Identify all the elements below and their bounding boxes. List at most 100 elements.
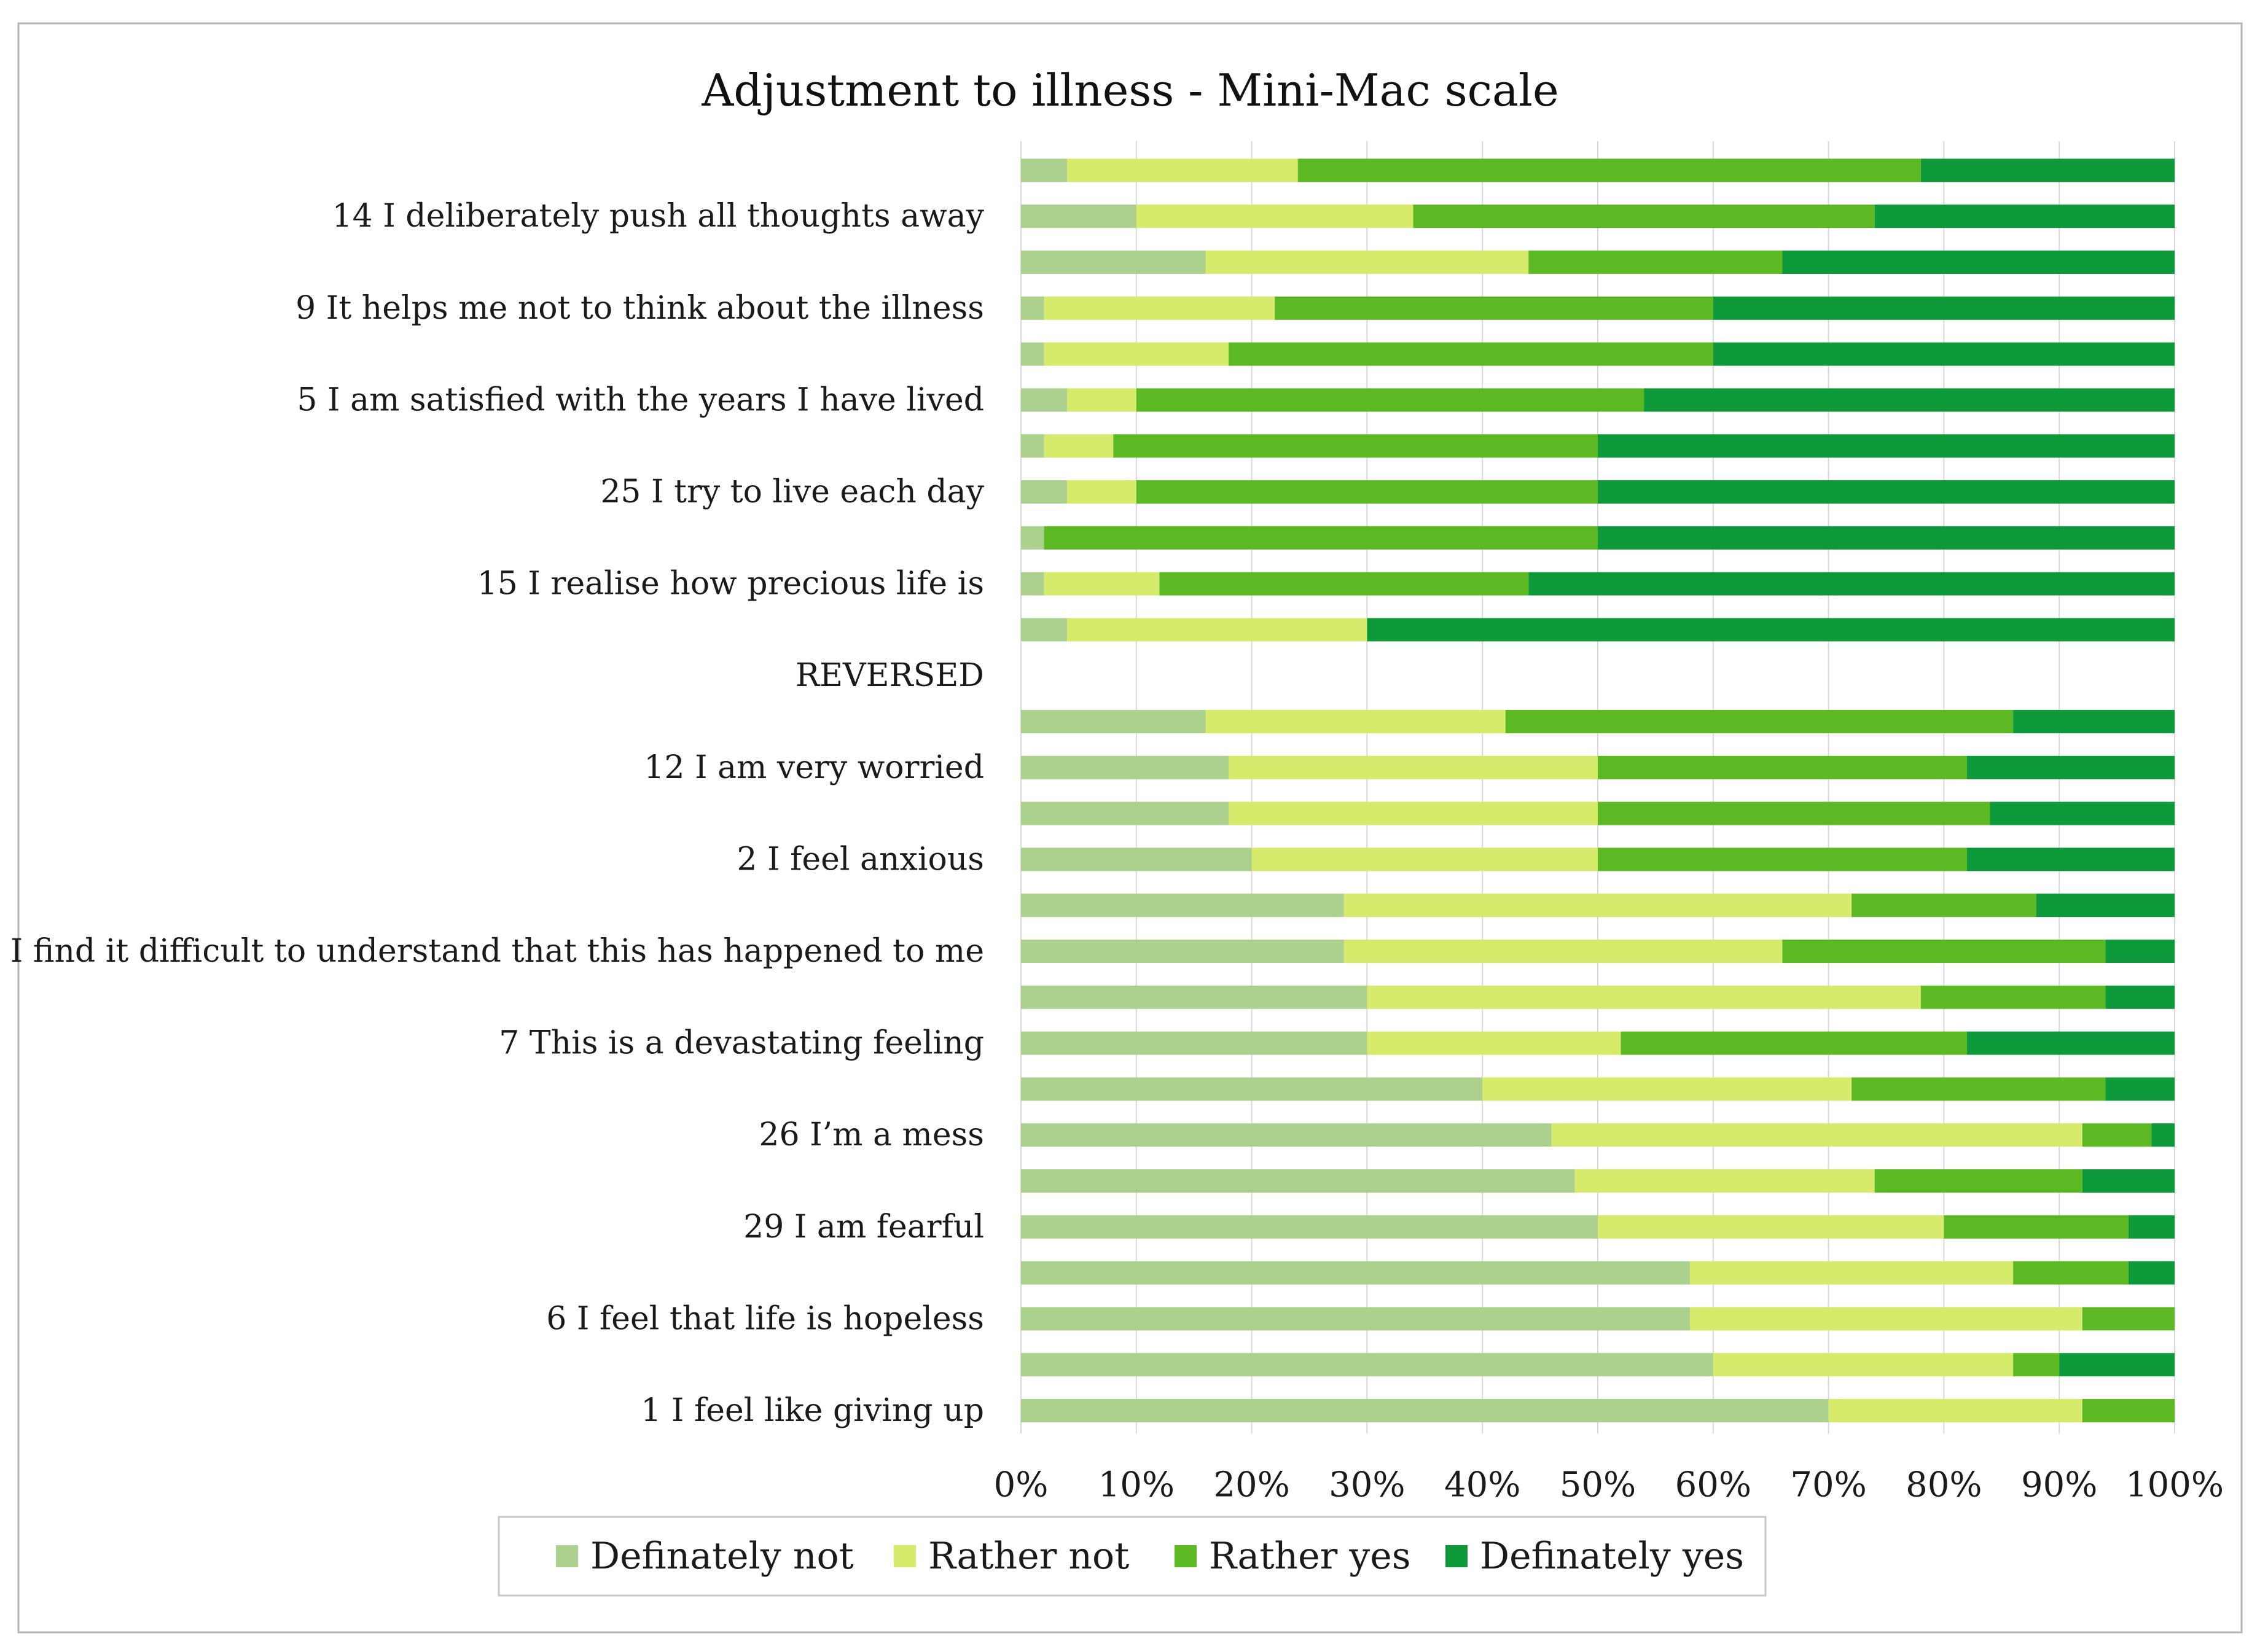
bar-segment [2036,894,2175,918]
bar-segment [1021,205,1136,228]
x-tick-label: 30% [1329,1465,1405,1505]
bar-segment [1021,1169,1575,1193]
category-label: 7 This is a devastating feeling [499,1025,984,1062]
bar-segment [1021,434,1044,458]
legend: Definately not Rather not Rather yes Defina… [498,1516,1767,1597]
bar-segment [1713,1353,2014,1377]
bar-segment [2013,1261,2129,1285]
x-tick-label: 80% [1906,1465,1982,1505]
bar-segment [1851,894,2036,918]
bar-segment [1021,251,1206,274]
legend-label: Rather yes [1209,1535,1411,1578]
bar-segment [1067,480,1136,504]
bar-segment [1021,1307,1691,1331]
x-tick-label: 20% [1213,1465,1289,1505]
bar-segment [1990,801,2175,825]
bar-segment [1367,1031,1621,1055]
bars [1021,158,2175,1422]
bar-segment [1229,801,1598,825]
bar-segment [1598,1215,1944,1239]
x-tick-label: 90% [2021,1465,2097,1505]
bar-segment [1944,1215,2129,1239]
bar-segment [1021,801,1229,825]
category-label: 25 I try to live each day [600,473,984,510]
bar-segment [1275,296,1713,320]
bar-segment [2082,1123,2152,1147]
bar-segment [1505,710,2014,733]
bar-segment [1644,388,2175,412]
bar-segment [1621,1031,1967,1055]
category-label: 1 I feel like giving up [641,1392,984,1429]
bar-segment [1044,526,1598,550]
bar-segment [1574,1169,1875,1193]
x-tick-label: 70% [1790,1465,1866,1505]
bar-segment [1021,940,1344,963]
category-label: 2 I feel anxious [737,841,984,878]
bar-segment [1598,434,2175,458]
bar-segment [1021,755,1229,779]
bar-segment [1021,1353,1713,1377]
category-label: 29 I am fearful [743,1209,984,1245]
bar-segment [1782,940,2106,963]
bar-segment [1713,296,2175,320]
category-label: 5 I am satisfied with the years I have l… [297,381,984,418]
category-label: 12 I am very worried [644,749,984,786]
bar-segment [2105,985,2175,1009]
bar-segment [1067,388,1136,412]
bar-segment [1044,342,1229,366]
bar-segment [1598,480,2175,504]
bar-segment [1229,342,1713,366]
bar-segment [2082,1307,2175,1331]
bar-segment [1551,1123,2082,1147]
category-labels: 14 I deliberately push all thoughts away… [0,198,985,1429]
bar-segment [1367,985,1921,1009]
category-label: 6 I feel that life is hopeless [546,1300,984,1337]
bar-segment [1966,755,2175,779]
category-label: 26 I’m a mess [759,1116,984,1153]
bar-segment [1828,1399,2082,1422]
bar-segment [1021,388,1068,412]
bar-segment [1413,205,1875,228]
bar-segment [1021,985,1367,1009]
bar-segment [1251,847,1598,871]
category-label: REVERSED [796,657,984,694]
bar-segment [1528,572,2175,596]
x-tick-label: 40% [1444,1465,1520,1505]
bar-segment [1044,572,1160,596]
bar-segment [1482,1077,1852,1101]
bar-segment [1021,847,1252,871]
bar-segment [1136,480,1598,504]
bar-segment [1343,894,1852,918]
bar-segment [2128,1261,2175,1285]
bar-segment [1205,710,1506,733]
bar-segment [1367,618,2175,642]
bar-segment [1067,158,1298,182]
x-tick-label: 10% [1098,1465,1175,1505]
x-tick-label: 60% [1675,1465,1751,1505]
bar-segment [1021,1123,1552,1147]
bar-segment [1136,388,1644,412]
category-label: 27 I find it difficult to understand tha… [0,933,984,970]
bar-segment [1920,158,2175,182]
bar-segment [1874,205,2175,228]
bar-segment [2082,1399,2175,1422]
bar-segment [2105,940,2175,963]
bar-segment [1205,251,1529,274]
bar-segment [1966,847,2175,871]
bar-segment [1021,480,1068,504]
bar-segment [2128,1215,2175,1239]
bar-segment [1021,572,1044,596]
category-label: 14 I deliberately push all thoughts away [332,198,985,235]
bar-segment [1690,1307,2082,1331]
legend-swatch [1445,1545,1468,1567]
x-tick-label: 100% [2125,1465,2224,1505]
bar-segment [1598,847,1967,871]
category-label: 9 It helps me not to think about the ill… [295,290,984,327]
bar-segment [2059,1353,2175,1377]
bar-segment [1044,434,1114,458]
bar-segment [1021,526,1044,550]
bar-segment [1343,940,1783,963]
bar-segment [2013,1353,2060,1377]
bar-segment [1713,342,2175,366]
x-axis-ticks: 0% 10% 20% 30% 40% 50% 60% 70% 80% 90% 100% [994,1465,2224,1505]
